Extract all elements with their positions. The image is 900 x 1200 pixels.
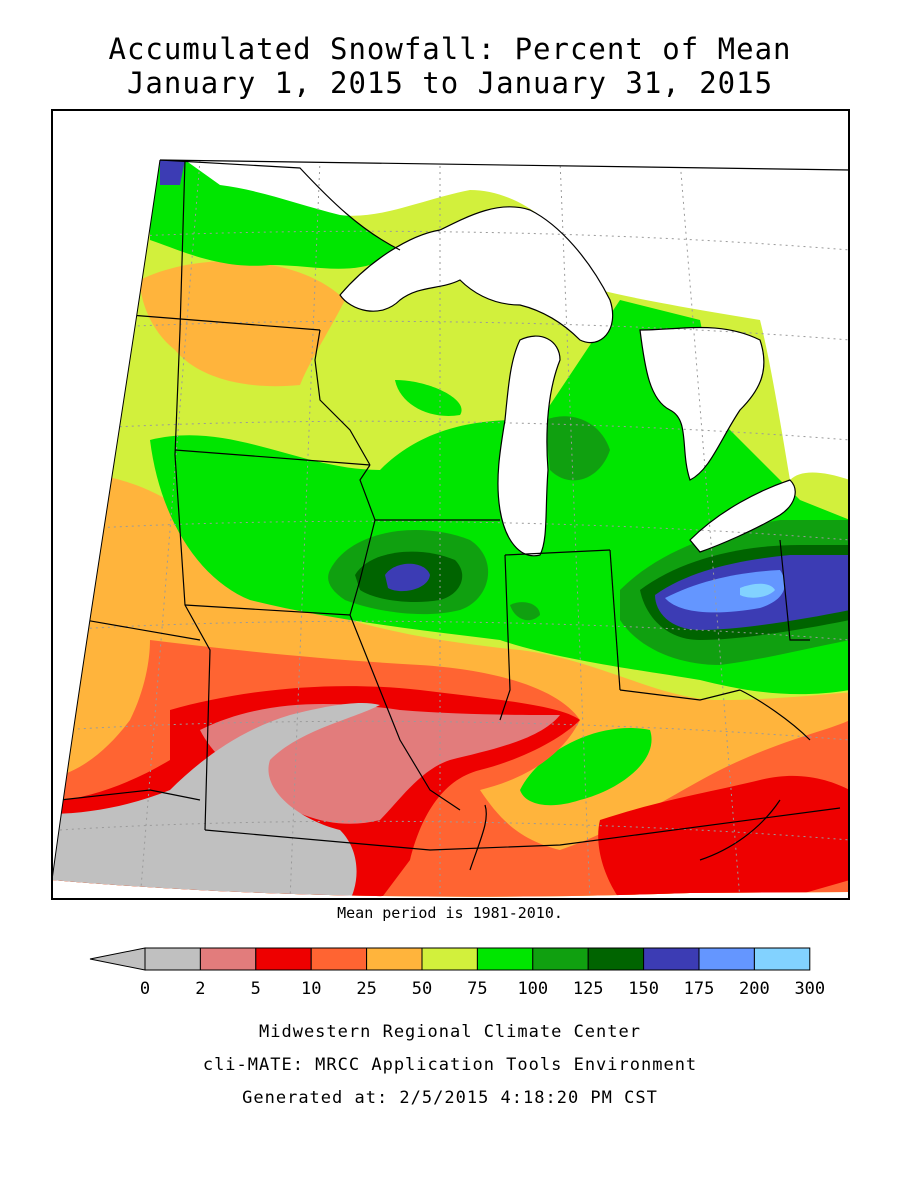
map-frame [51,109,850,900]
lake-superior [340,206,613,343]
field-100-125-in [510,602,540,621]
legend-box [199,947,257,971]
legend-box [643,947,700,971]
legend-tick-label: 75 [467,979,487,999]
legend-tick-label: 25 [356,979,376,999]
field-5-10-east [598,775,850,897]
legend-tick-label: 125 [573,979,604,999]
legend-tick-label: 5 [251,979,261,999]
legend-box [698,947,755,971]
legend-box [366,947,423,971]
legend-tick-label: 300 [794,979,825,999]
legend-box [255,947,312,971]
legend-tick-label: 100 [517,979,548,999]
legend-tick-label: 200 [739,979,770,999]
map-title-line2: January 1, 2015 to January 31, 2015 [126,66,774,100]
field-75-100-north [150,160,400,269]
credit-line-1: Midwestern Regional Climate Center [259,1022,641,1042]
map-title-line1: Accumulated Snowfall: Percent of Mean [108,32,792,66]
field-75-100-wi [395,380,462,416]
legend-tick-label: 2 [195,979,205,999]
generated-timestamp: Generated at: 2/5/2015 4:18:20 PM CST [242,1088,658,1108]
credit-line-2: cli-MATE: MRCC Application Tools Environ… [202,1055,698,1075]
field-175-200-oh [665,570,785,613]
legend-tick-label: 0 [140,979,150,999]
legend-underflow-arrow [89,947,146,971]
legend-box [532,947,589,971]
legend-box [421,947,478,971]
boundaries [59,160,841,871]
canada-region [185,160,850,480]
lake-michigan [497,336,560,556]
legend-boxes [89,947,811,971]
legend-tick-label: 50 [412,979,432,999]
legend-box [476,947,534,971]
legend-tick-label: 175 [684,979,715,999]
legend-tick-labels: 0 2 5 10 25 50 75 100 125 150 175 200 300 [140,979,825,999]
graticule [59,160,850,897]
shaded-field [52,160,850,897]
legend-box [310,947,368,971]
mean-period-note: Mean period is 1981-2010. [337,904,563,922]
field-150-175-nw [160,160,185,185]
legend-tick-label: 150 [628,979,659,999]
legend-box [587,947,645,971]
lake-huron [640,327,764,480]
legend-box [144,947,201,971]
field-0-2-south [52,703,380,897]
legend-box [753,947,811,971]
field-150-175-ia [385,563,430,592]
field-200-300-oh [740,583,775,598]
lake-erie [690,480,796,552]
legend-tick-label: 10 [301,979,321,999]
field-100-125-mi [545,416,610,481]
field-75-100-south [520,728,652,806]
